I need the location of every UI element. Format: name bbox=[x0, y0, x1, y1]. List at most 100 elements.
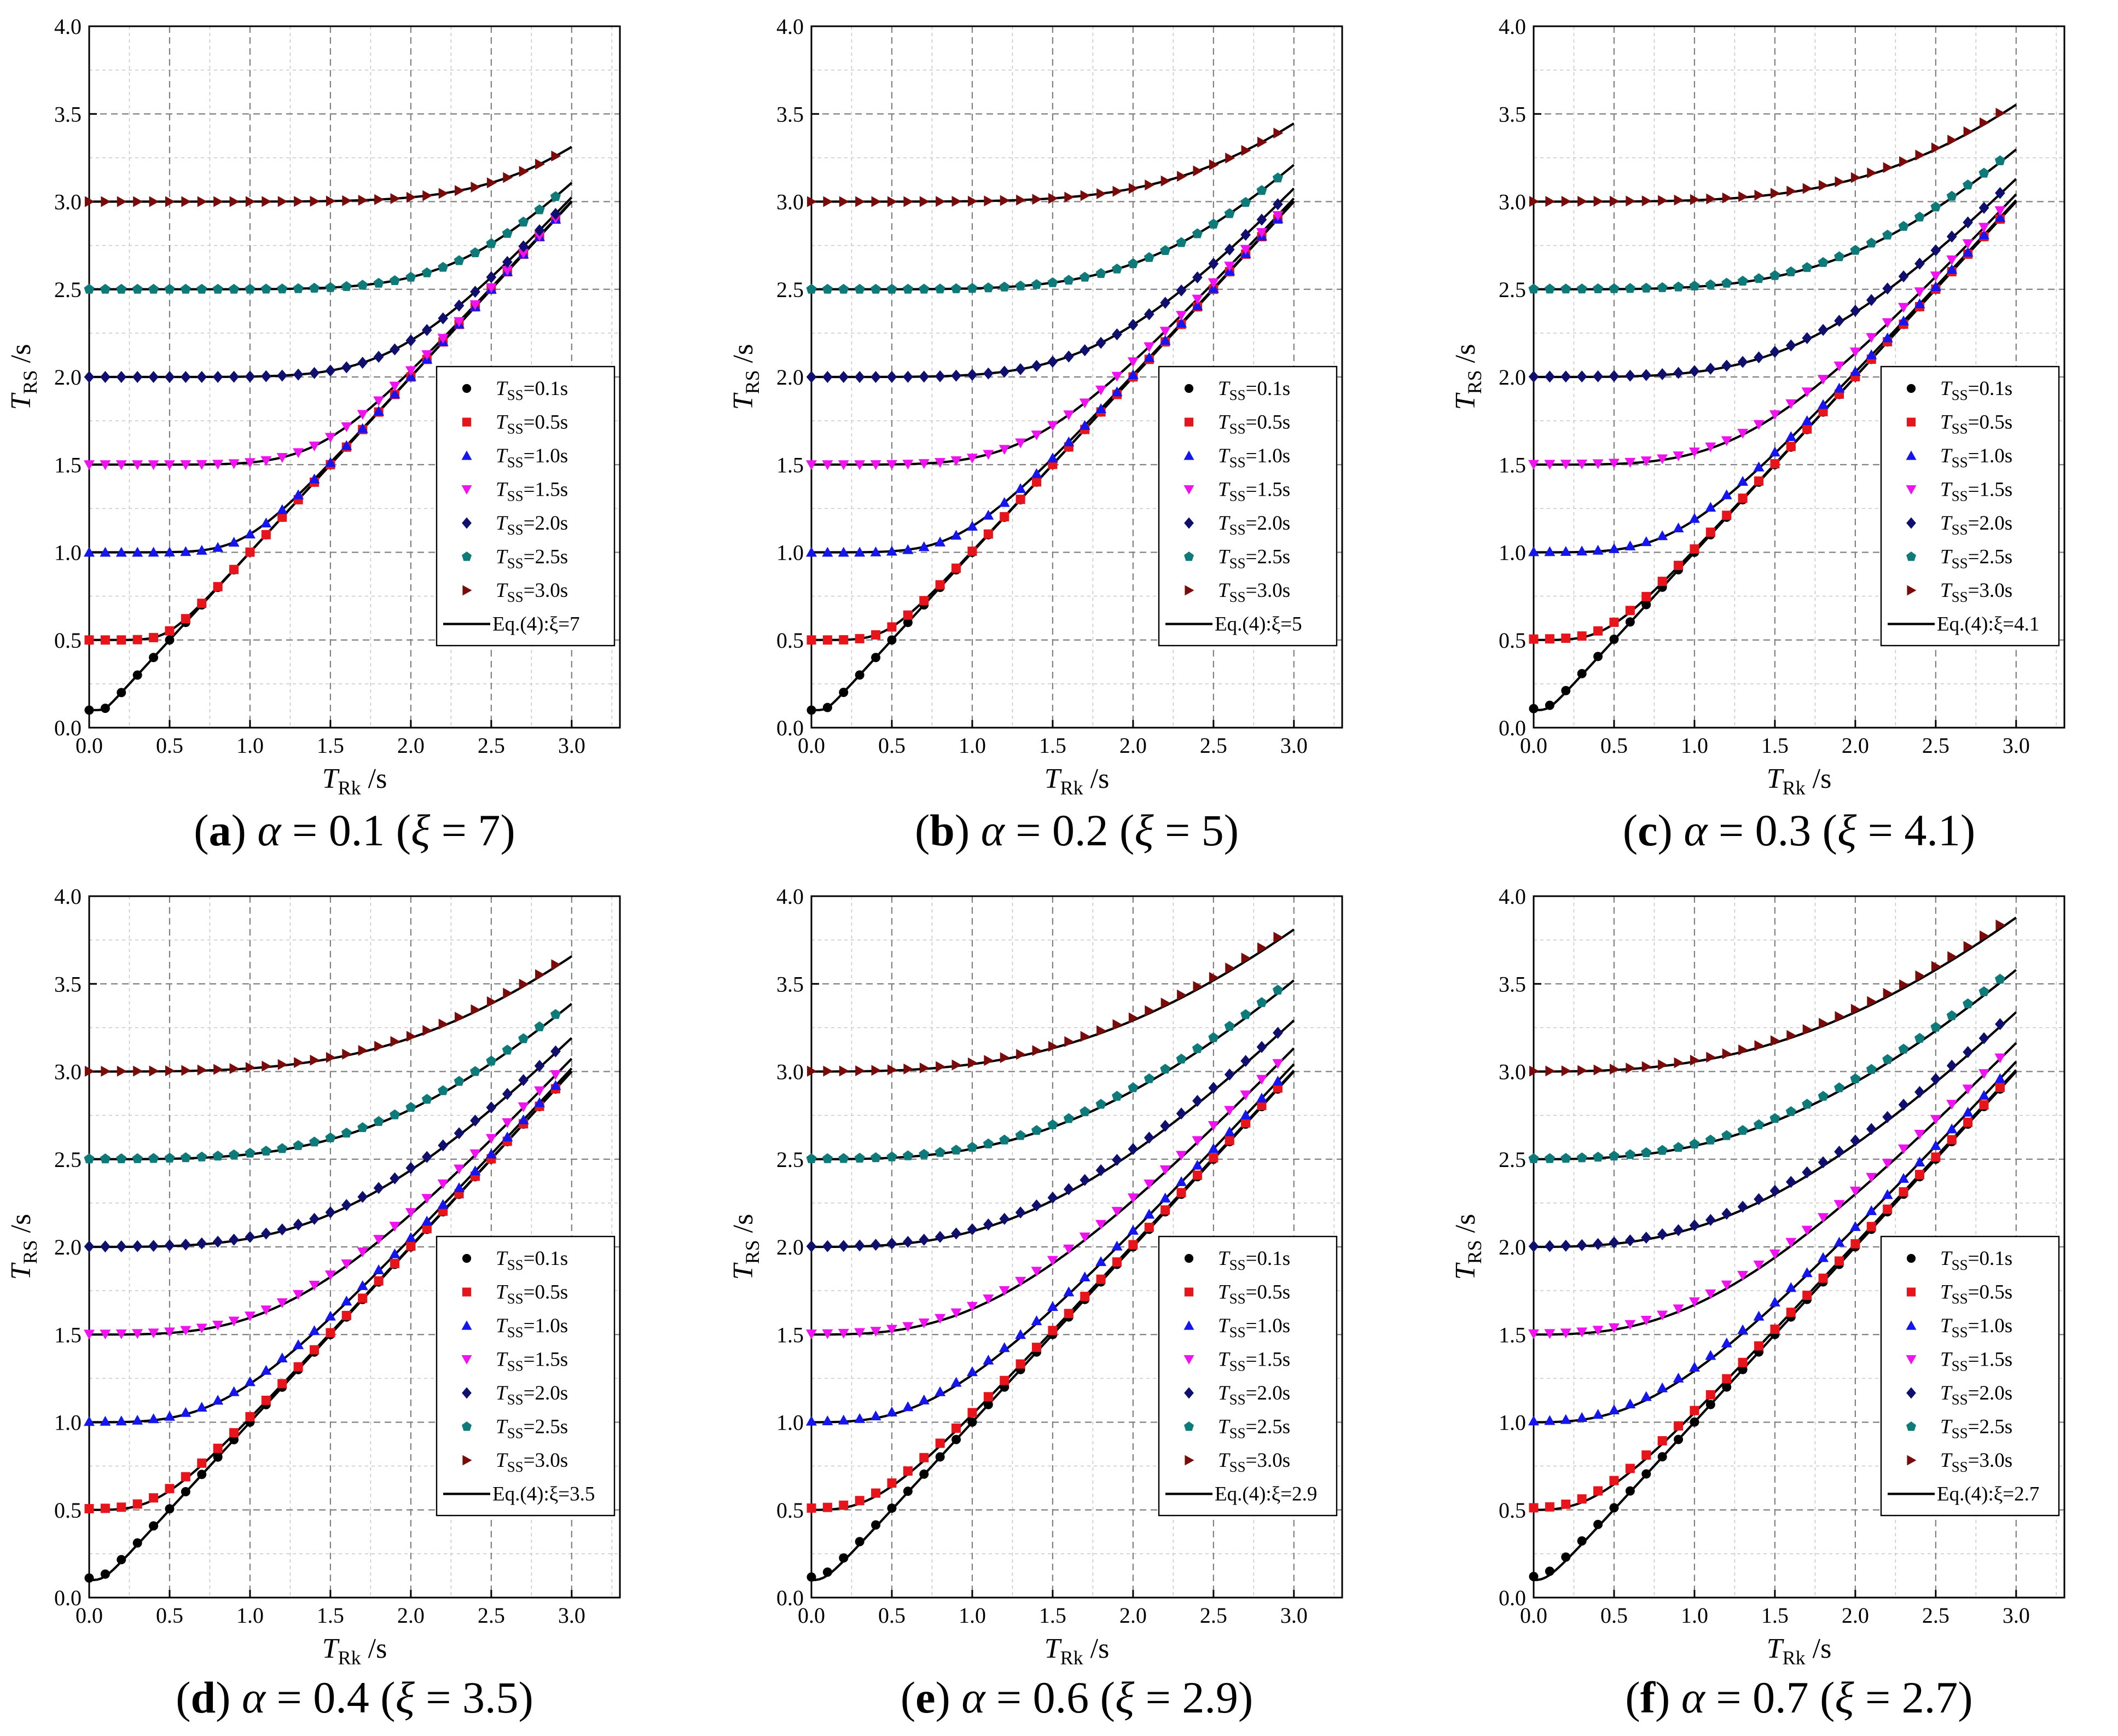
data-point-diamond bbox=[871, 370, 881, 383]
data-point-triangle-right bbox=[1032, 1045, 1042, 1056]
data-point-pentagon bbox=[902, 283, 913, 294]
data-point-diamond bbox=[486, 1101, 497, 1114]
data-point-triangle-right bbox=[1980, 930, 1990, 942]
legend-value: =2.0s bbox=[1246, 512, 1291, 535]
data-point-triangle-up bbox=[1801, 1267, 1813, 1278]
data-point-triangle-right bbox=[85, 196, 95, 207]
data-point-square bbox=[935, 580, 945, 590]
data-point-triangle-right bbox=[294, 1057, 304, 1069]
data-point-triangle-right bbox=[807, 1065, 817, 1077]
data-point-diamond bbox=[1657, 1228, 1668, 1240]
y-tick-label: 3.0 bbox=[54, 1060, 82, 1084]
data-point-circle bbox=[213, 1452, 223, 1462]
data-point-triangle-right bbox=[1128, 183, 1139, 194]
data-point-triangle-up bbox=[228, 1386, 240, 1396]
data-point-pentagon bbox=[806, 1153, 817, 1163]
y-axis-label: TRS /s bbox=[1450, 1214, 1485, 1280]
legend-subscript: SS bbox=[1952, 454, 1968, 471]
y-axis-label-subscript: RS bbox=[19, 370, 41, 394]
data-point-triangle-up bbox=[1111, 1240, 1123, 1251]
data-point-diamond bbox=[229, 370, 239, 383]
data-point-square bbox=[1786, 1308, 1796, 1317]
data-point-diamond bbox=[309, 1212, 320, 1225]
data-point-triangle-up bbox=[1095, 403, 1107, 414]
data-point-circle bbox=[1625, 617, 1635, 627]
caption-xi-symbol: ξ bbox=[1134, 805, 1154, 855]
legend-value: =1.0s bbox=[1968, 1315, 2013, 1337]
data-point-square bbox=[1690, 1406, 1699, 1415]
data-point-square bbox=[1176, 1188, 1186, 1198]
data-point-pentagon bbox=[1882, 229, 1893, 240]
data-point-circle bbox=[1609, 634, 1619, 644]
data-point-triangle-up bbox=[1753, 461, 1765, 472]
data-point-diamond bbox=[1978, 201, 1989, 214]
data-point-diamond bbox=[1176, 284, 1187, 297]
data-point-pentagon bbox=[469, 247, 480, 258]
data-point-triangle-down bbox=[485, 1134, 497, 1144]
data-point-triangle-right bbox=[1899, 156, 1910, 167]
y-tick-label: 1.0 bbox=[54, 1410, 82, 1435]
data-point-triangle-down bbox=[180, 1326, 192, 1336]
y-tick-label: 1.0 bbox=[776, 541, 804, 565]
data-point-circle bbox=[1641, 600, 1651, 609]
data-point-diamond bbox=[341, 1199, 352, 1211]
data-point-triangle-down bbox=[1994, 206, 2006, 216]
data-point-triangle-up bbox=[373, 405, 385, 416]
data-point-triangle-right bbox=[1626, 1062, 1636, 1074]
data-point-triangle-right bbox=[1706, 1052, 1716, 1063]
data-point-pentagon bbox=[1047, 1119, 1058, 1129]
data-point-triangle-right bbox=[1545, 1065, 1556, 1077]
data-point-triangle-up bbox=[84, 1416, 95, 1426]
data-point-triangle-up bbox=[902, 1401, 914, 1412]
legend-marker-circle bbox=[1906, 1253, 1916, 1263]
legend-marker-diamond bbox=[1906, 1387, 1916, 1399]
data-point-square bbox=[1802, 1291, 1812, 1300]
legend-symbol: T bbox=[1940, 1449, 1953, 1472]
data-point-diamond bbox=[1673, 367, 1684, 379]
data-point-triangle-down bbox=[1592, 1326, 1604, 1336]
data-point-triangle-right bbox=[245, 1062, 256, 1073]
y-tick-label: 3.5 bbox=[776, 972, 804, 996]
data-point-pentagon bbox=[838, 283, 849, 294]
data-point-diamond bbox=[1560, 1239, 1571, 1252]
data-point-triangle-down bbox=[1688, 1297, 1700, 1308]
data-point-diamond bbox=[951, 369, 961, 382]
data-point-triangle-right bbox=[807, 196, 817, 207]
x-axis-label: TRk /s bbox=[1767, 763, 1832, 799]
data-point-pentagon bbox=[1705, 1134, 1716, 1145]
data-point-triangle-up bbox=[1624, 540, 1636, 550]
y-tick-label: 1.5 bbox=[1499, 452, 1526, 477]
data-point-triangle-down bbox=[148, 1328, 159, 1339]
legend-symbol: T bbox=[1218, 445, 1231, 467]
y-tick-label: 3.0 bbox=[1499, 190, 1526, 214]
data-point-pentagon bbox=[229, 283, 240, 294]
data-point-triangle-down bbox=[886, 460, 897, 470]
legend-curve-label: Eq.(4):ξ=4.1 bbox=[1937, 613, 2039, 636]
data-point-diamond bbox=[1641, 369, 1652, 381]
data-point-triangle-down bbox=[437, 1179, 449, 1189]
data-point-diamond bbox=[838, 1240, 849, 1252]
data-point-diamond bbox=[116, 371, 127, 383]
data-point-triangle-up bbox=[1882, 332, 1893, 342]
data-point-triangle-down bbox=[1882, 318, 1893, 328]
caption-xi-symbol: ξ bbox=[1115, 1673, 1135, 1722]
data-point-pentagon bbox=[935, 1147, 945, 1157]
data-point-diamond bbox=[325, 1206, 336, 1218]
data-point-circle bbox=[839, 1553, 849, 1563]
data-point-triangle-up bbox=[1657, 530, 1668, 541]
data-point-square bbox=[100, 1503, 110, 1513]
legend-value: =3.0s bbox=[1246, 1449, 1291, 1472]
data-point-triangle-down bbox=[341, 422, 352, 432]
data-point-triangle-up bbox=[260, 1365, 272, 1375]
legend-value: =3.0s bbox=[1968, 579, 2013, 602]
data-point-triangle-up bbox=[1544, 1415, 1556, 1425]
data-point-triangle-down bbox=[822, 1329, 833, 1339]
data-point-triangle-up bbox=[1818, 399, 1829, 409]
data-point-triangle-up bbox=[1031, 468, 1042, 478]
x-tick-label: 3.0 bbox=[558, 733, 585, 758]
data-point-triangle-down bbox=[1624, 1320, 1636, 1330]
legend-box bbox=[436, 365, 616, 647]
data-point-pentagon bbox=[196, 1151, 207, 1162]
data-point-square bbox=[1209, 1153, 1218, 1163]
data-point-square bbox=[1754, 476, 1764, 486]
